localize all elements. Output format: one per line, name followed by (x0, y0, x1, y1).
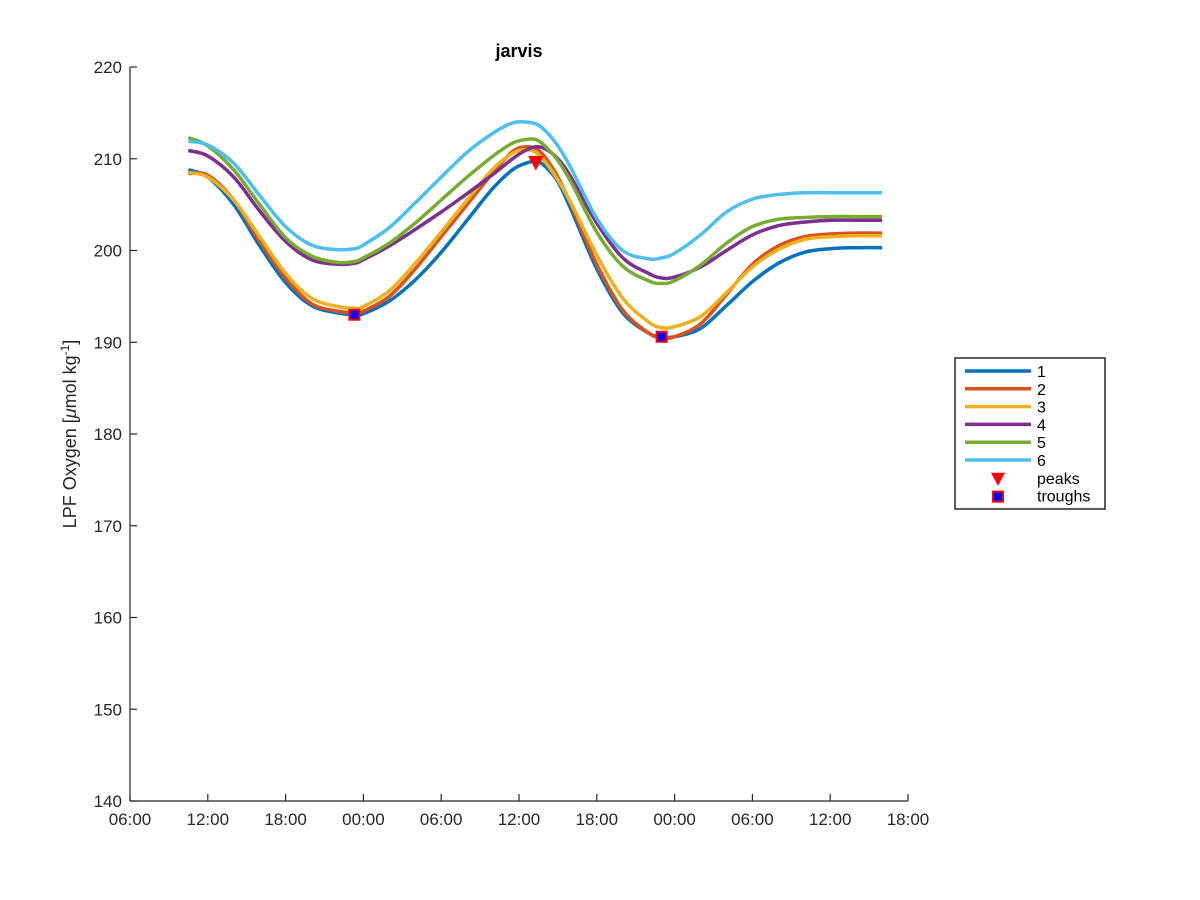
y-tick-label: 150 (94, 700, 122, 719)
plot-area: 140 150 160 170 180 190 200 210 220 06:00 12:00 18:… (94, 58, 930, 829)
legend-label-2: 2 (1037, 382, 1046, 399)
legend-label-1: 1 (1037, 364, 1046, 381)
y-tick-label: 140 (94, 792, 122, 811)
x-tick-label: 18:00 (576, 810, 619, 829)
x-tick-label: 18:00 (887, 810, 930, 829)
x-tick-label: 12:00 (187, 810, 230, 829)
trough-marker (655, 330, 668, 343)
y-tick-label: 220 (94, 58, 122, 77)
legend-label-6: 6 (1037, 453, 1046, 470)
peak-marker (528, 155, 544, 171)
y-tick-label: 200 (94, 242, 122, 261)
trough-marker (348, 308, 361, 321)
y-tick-label: 160 (94, 609, 122, 628)
legend-troughs-marker (992, 490, 1004, 503)
y-tick-label: 180 (94, 425, 122, 444)
legend-label-peaks: peaks (1037, 471, 1080, 488)
y-tick-label: 190 (94, 333, 122, 352)
x-tick-label: 12:00 (498, 810, 541, 829)
x-tick-label: 06:00 (109, 810, 152, 829)
legend-label-troughs: troughs (1037, 489, 1090, 506)
y-axis-label: LPF Oxygen [μmol kg-1] (58, 340, 80, 529)
x-tick-label: 18:00 (264, 810, 307, 829)
series-5-line (187, 135, 883, 286)
legend-box (954, 357, 1106, 510)
chart-title: jarvis (494, 41, 542, 61)
y-tick-label: 210 (94, 150, 122, 169)
x-tick-label: 00:00 (342, 810, 385, 829)
legend-label-3: 3 (1037, 400, 1046, 417)
x-tick-label: 06:00 (420, 810, 463, 829)
series-4-line (187, 144, 883, 281)
series-6-line (187, 120, 883, 262)
x-tick-label: 06:00 (731, 810, 774, 829)
x-tick-label: 00:00 (653, 810, 696, 829)
y-tick-label: 170 (94, 517, 122, 536)
x-tick-label: 12:00 (809, 810, 852, 829)
legend-label-4: 4 (1037, 417, 1046, 434)
legend-label-5: 5 (1037, 435, 1046, 452)
series-3-line (187, 147, 883, 330)
legend-peaks-marker (991, 472, 1005, 486)
